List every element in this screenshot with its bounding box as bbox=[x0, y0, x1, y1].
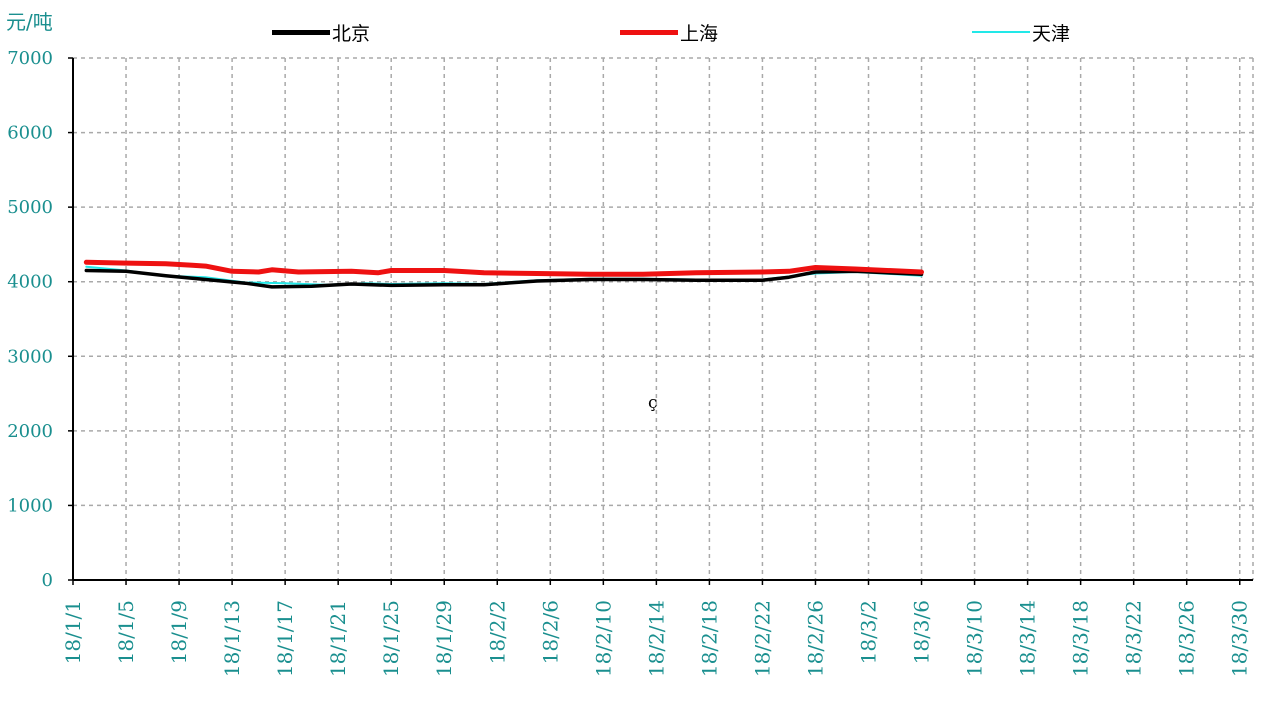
legend-item-tianjin: 天津 bbox=[972, 18, 1070, 46]
x-tick-label: 18/2/18 bbox=[697, 600, 721, 677]
y-tick-labels: 0 1000 2000 3000 4000 5000 6000 7000 bbox=[7, 48, 53, 591]
x-tick-label: 18/2/14 bbox=[644, 600, 668, 677]
x-tick-label: 18/3/18 bbox=[1069, 600, 1093, 677]
series-line-beijing bbox=[84, 268, 924, 289]
legend-item-shanghai: 上海 bbox=[620, 18, 718, 46]
x-tick-label: 18/1/1 bbox=[61, 600, 85, 664]
x-tick-label: 18/3/26 bbox=[1175, 600, 1199, 677]
x-tick-label: 18/3/6 bbox=[910, 600, 934, 664]
x-tick-label: 18/3/30 bbox=[1228, 600, 1252, 677]
y-tick-label: 5000 bbox=[7, 197, 53, 218]
legend-swatch-beijing bbox=[272, 29, 330, 35]
gridlines bbox=[73, 57, 1254, 580]
y-tick-label: 2000 bbox=[7, 421, 53, 442]
x-tick-label: 18/1/25 bbox=[379, 600, 403, 677]
legend-label-beijing: 北京 bbox=[332, 22, 371, 45]
legend-item-beijing: 北京 bbox=[272, 18, 370, 46]
x-tick-label: 18/3/10 bbox=[963, 600, 987, 677]
x-tick-label: 18/1/21 bbox=[326, 600, 350, 677]
x-tick-label: 18/1/5 bbox=[114, 600, 138, 664]
series-lines bbox=[83, 259, 924, 289]
y-tick-label: 6000 bbox=[7, 123, 53, 144]
x-tick-label: 18/2/22 bbox=[750, 600, 774, 677]
x-tick-label: 18/1/13 bbox=[220, 600, 244, 677]
y-tick-label: 3000 bbox=[7, 346, 53, 367]
y-tick-label: 4000 bbox=[7, 272, 53, 293]
y-tick-label: 1000 bbox=[7, 495, 53, 516]
y-tick-label: 0 bbox=[42, 570, 53, 591]
x-tick-label: 18/3/2 bbox=[857, 600, 881, 664]
series-line-shanghai bbox=[83, 259, 924, 277]
axes bbox=[68, 57, 1253, 585]
legend-swatch-tianjin bbox=[972, 31, 1030, 33]
x-tick-label: 18/1/9 bbox=[167, 600, 191, 664]
legend-label-tianjin: 天津 bbox=[1032, 22, 1071, 45]
stray-annotation: ç bbox=[648, 393, 658, 413]
y-tick-label: 7000 bbox=[7, 48, 53, 69]
x-tick-label: 18/1/17 bbox=[273, 600, 297, 677]
x-tick-labels: 18/1/1 18/1/5 18/1/9 18/1/13 18/1/17 18/1/21 1… bbox=[61, 600, 1252, 677]
x-tick-label: 18/3/22 bbox=[1122, 600, 1146, 677]
x-tick-label: 18/2/6 bbox=[538, 600, 562, 664]
x-tick-label: 18/2/10 bbox=[591, 600, 615, 677]
x-tick-label: 18/1/29 bbox=[432, 600, 456, 677]
y-axis-unit-label: 元/吨 bbox=[6, 10, 53, 34]
x-tick-label: 18/3/14 bbox=[1016, 600, 1040, 677]
legend-swatch-shanghai bbox=[620, 29, 678, 35]
x-tick-label: 18/2/26 bbox=[803, 600, 827, 677]
legend-label-shanghai: 上海 bbox=[680, 22, 719, 45]
x-tick-label: 18/2/2 bbox=[485, 600, 509, 664]
